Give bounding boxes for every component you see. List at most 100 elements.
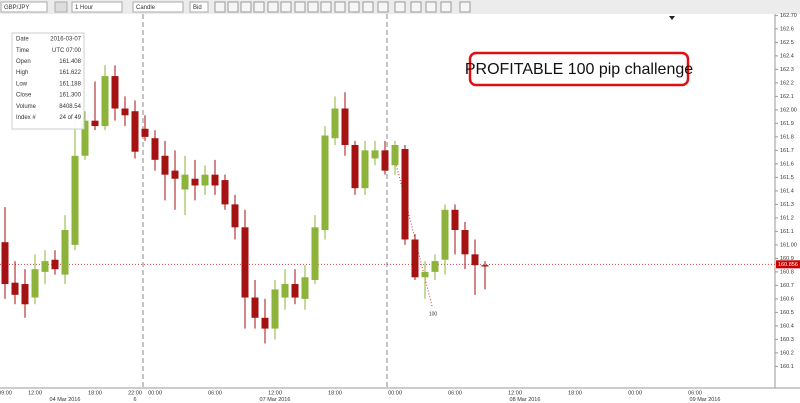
- x-tick-label: 06:00: [448, 390, 462, 396]
- toolbar-button[interactable]: [240, 1, 252, 13]
- x-tick-label: 06:00: [688, 390, 702, 396]
- x-tick-label: 18:00: [328, 390, 342, 396]
- y-tick-label: 161.7: [780, 148, 794, 154]
- toolbar-button[interactable]: [410, 1, 422, 13]
- y-tick-label: 160.3: [780, 337, 794, 343]
- info-key: High: [16, 70, 28, 76]
- candle-body: [171, 170, 179, 179]
- y-tick-label: 160.2: [780, 350, 794, 356]
- toolbar-button[interactable]: [425, 1, 437, 13]
- candle-body: [141, 128, 149, 137]
- info-key: Low: [16, 81, 28, 87]
- info-key: Volume: [16, 104, 37, 110]
- info-rows: Date 2016-03-07 Time UTC 07:00 Open 161.408 Hi…: [16, 37, 82, 121]
- candle-body: [101, 76, 109, 127]
- candle-body: [311, 227, 319, 280]
- y-tick-label: 160.6: [780, 296, 794, 302]
- candle-body: [471, 254, 479, 266]
- toolbar-button[interactable]: [362, 1, 374, 13]
- candle-body: [281, 284, 289, 298]
- toolbar-button[interactable]: [440, 1, 452, 13]
- x-tick-label: 18:00: [568, 390, 582, 396]
- toolbar-button[interactable]: [214, 1, 226, 13]
- x-tick-label: 12:00: [28, 390, 42, 396]
- period-select[interactable]: [71, 1, 123, 13]
- toolbar-button[interactable]: [227, 1, 239, 13]
- x-tick-label: 00:00: [388, 390, 402, 396]
- toolbar-button[interactable]: [459, 1, 471, 13]
- toolbar-icon[interactable]: [54, 1, 68, 13]
- candle-body: [11, 282, 19, 295]
- candle-body: [361, 150, 369, 189]
- x-tick-label: 09:00: [0, 390, 12, 396]
- info-value: 24 of 49: [59, 115, 81, 121]
- candle-body: [341, 108, 349, 145]
- toolbar-button[interactable]: [280, 1, 292, 13]
- y-tick-label: 160.4: [780, 323, 794, 329]
- candle-body: [111, 76, 119, 109]
- info-value: 2016-03-07: [50, 37, 81, 43]
- info-value: 8408.54: [59, 104, 81, 110]
- candle-body: [231, 204, 239, 228]
- period: 1 Hour: [75, 5, 93, 11]
- marks: [0, 65, 775, 344]
- y-tick-label: 162.2: [780, 80, 794, 86]
- y-tick-label: 160.8: [780, 269, 794, 275]
- info-value: 161.300: [59, 93, 81, 99]
- last-price-box: [776, 260, 800, 269]
- candle-body: [81, 120, 89, 156]
- y-tick-label: 160.5: [780, 310, 794, 316]
- candle-body: [461, 230, 469, 255]
- info-key: Time: [16, 48, 30, 54]
- annotation: PROFITABLE 100 pip challenge: [465, 61, 693, 78]
- info-value: 161.622: [59, 70, 81, 76]
- candle-body: [131, 111, 139, 152]
- candle-body: [121, 108, 129, 116]
- candle-body: [21, 284, 29, 305]
- info-value: 161.188: [59, 81, 81, 87]
- toolbar-button[interactable]: [320, 1, 332, 13]
- candle-body: [381, 150, 389, 171]
- candle-body: [351, 144, 359, 189]
- x-tick-label: 06:00: [208, 390, 222, 396]
- toolbar-button[interactable]: [334, 1, 346, 13]
- info-key: Date: [16, 37, 29, 43]
- style-select[interactable]: [132, 1, 184, 13]
- candle-body: [61, 230, 69, 275]
- candle-body: [441, 209, 449, 260]
- y-tick-label: 162.6: [780, 26, 794, 32]
- chart-style: Candle: [136, 5, 156, 11]
- toolbar-button[interactable]: [267, 1, 279, 13]
- candle-body: [331, 108, 339, 139]
- symbol-select[interactable]: [0, 1, 48, 13]
- candle-body: [241, 227, 249, 298]
- y-tick-label: 161.3: [780, 202, 794, 208]
- x-tick-label: 00:00: [628, 390, 642, 396]
- candle-body: [421, 271, 429, 278]
- y-tick-label: 161.6: [780, 161, 794, 167]
- y-tick-label: 162.1: [780, 94, 794, 100]
- candle-body: [211, 174, 219, 186]
- info-value: 161.408: [59, 59, 81, 65]
- y-tick-label: 162.4: [780, 53, 794, 59]
- info-value: UTC 07:00: [52, 48, 82, 54]
- candle-body: [431, 261, 439, 272]
- last-price-label: 160.856: [778, 262, 798, 268]
- toolbar-button[interactable]: [307, 1, 319, 13]
- y-tick-label: 161.5: [780, 175, 794, 181]
- candle-body: [31, 269, 39, 298]
- side-select[interactable]: [189, 1, 209, 13]
- x-tick-label: 22:00: [128, 390, 142, 396]
- toolbar-button[interactable]: [394, 1, 406, 13]
- candle-body: [291, 284, 299, 298]
- toolbar-button[interactable]: [348, 1, 360, 13]
- trade-label: 100: [429, 311, 438, 317]
- toolbar-button[interactable]: [253, 1, 265, 13]
- toolbar-button[interactable]: [294, 1, 306, 13]
- candle-body: [321, 135, 329, 231]
- toolbar-button[interactable]: [377, 1, 389, 13]
- y-tick-label: 161.9: [780, 121, 794, 127]
- candle-body: [251, 297, 259, 318]
